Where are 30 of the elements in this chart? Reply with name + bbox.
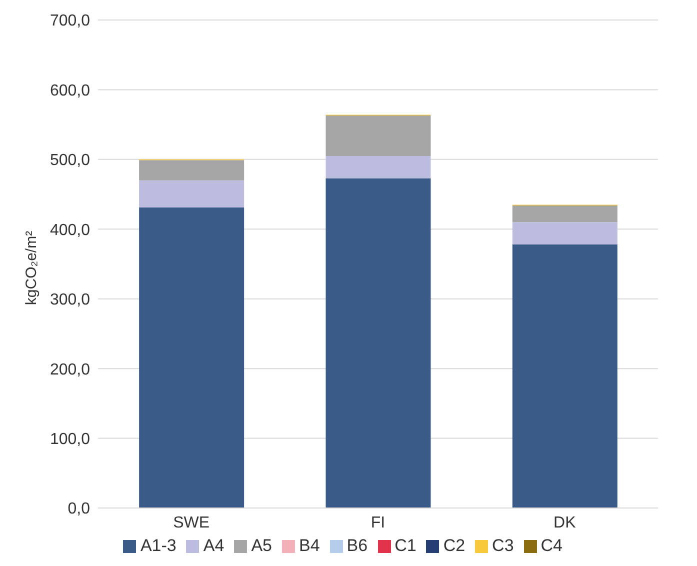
y-tick-label: 200,0	[50, 361, 90, 378]
y-tick-label: 600,0	[50, 82, 90, 100]
legend-label: A4	[203, 536, 224, 555]
legend-label: C4	[540, 536, 563, 555]
y-tick-label: 0,0	[68, 500, 90, 518]
bar	[139, 180, 244, 208]
bar	[512, 222, 618, 244]
y-tick-label: 300,0	[50, 292, 90, 309]
x-tick-label: SWE	[173, 514, 210, 532]
bar	[326, 116, 431, 156]
y-axis-title: kgCO₂e/m²	[23, 230, 40, 306]
y-tick-label: 700,0	[50, 12, 90, 30]
y-tick-label: 100,0	[50, 430, 90, 448]
bar	[139, 208, 244, 508]
bar	[139, 160, 244, 180]
legend-label: A5	[251, 536, 272, 555]
legend-label: B4	[298, 536, 320, 555]
legend-label: C1	[394, 536, 416, 555]
bar	[326, 178, 431, 508]
legend-label: C3	[492, 536, 514, 555]
x-tick-label: FI	[370, 514, 386, 532]
y-tick-label: 500,0	[50, 152, 90, 170]
x-tick-label: DK	[554, 514, 576, 532]
bar	[326, 156, 431, 178]
bar	[512, 205, 618, 222]
legend-label: A1-3	[140, 536, 176, 555]
legend-label: C2	[443, 536, 466, 555]
legend-label: B6	[346, 536, 368, 555]
bar	[512, 244, 618, 508]
y-tick-label: 400,0	[50, 222, 90, 239]
